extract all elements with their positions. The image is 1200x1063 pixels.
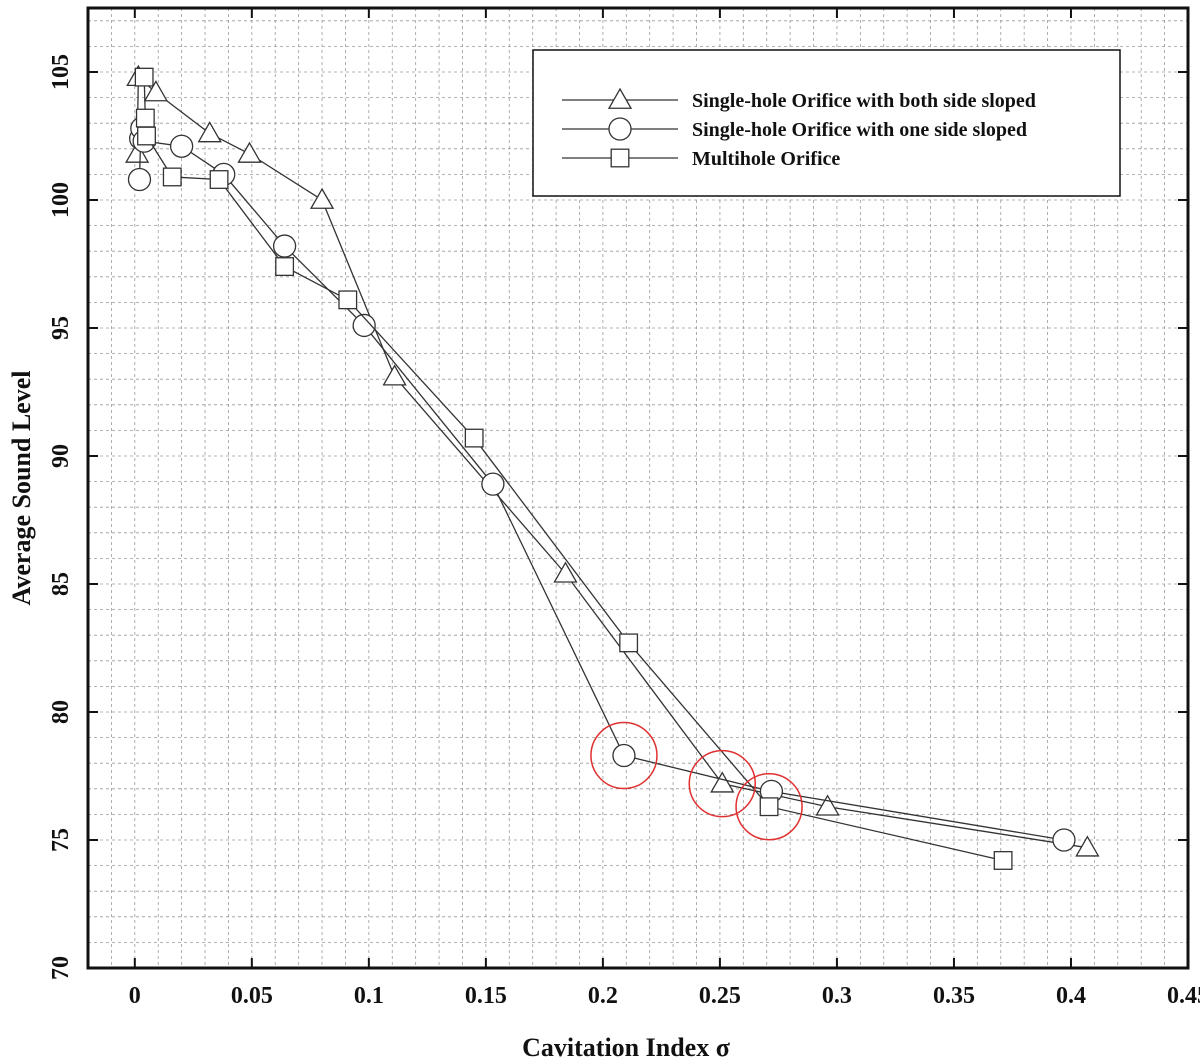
data-point-square xyxy=(162,167,182,187)
data-point-square xyxy=(759,797,779,817)
data-point-circle xyxy=(481,472,505,496)
x-tick-label: 0.25 xyxy=(699,983,741,1009)
x-tick-label: 0.2 xyxy=(588,983,618,1009)
grid xyxy=(88,8,1188,968)
highlight-circles xyxy=(590,721,803,841)
x-tick-label: 0.1 xyxy=(354,983,384,1009)
x-tick-label: 0 xyxy=(129,983,141,1009)
data-point-triangle xyxy=(553,561,578,583)
legend-marker-circle xyxy=(608,117,632,141)
y-tick-label: 100 xyxy=(48,182,74,218)
data-point-square xyxy=(209,170,229,189)
data-point-circle xyxy=(352,313,376,338)
data-point-triangle xyxy=(197,121,222,143)
y-tick-label: 75 xyxy=(48,828,74,852)
data-point-circle xyxy=(169,134,194,158)
legend-box xyxy=(532,49,1121,197)
plot-frame xyxy=(86,6,1190,970)
highlight-circle xyxy=(590,721,658,790)
data-point-triangle xyxy=(237,141,262,163)
data-point-triangle xyxy=(143,80,168,102)
data-point-triangle xyxy=(1075,835,1100,857)
series-triangle xyxy=(125,64,1100,857)
data-point-square xyxy=(275,257,295,277)
data-point-triangle xyxy=(309,187,335,209)
legend-entry: Single-hole Orifice with both side slope… xyxy=(562,87,1036,112)
legend-label: Multihole Orifice xyxy=(692,148,840,170)
data-point-triangle xyxy=(815,794,840,816)
y-tick-label: 70 xyxy=(48,956,74,980)
y-tick-label: 105 xyxy=(48,54,74,90)
data-point-square xyxy=(134,67,154,87)
data-point-square xyxy=(135,108,155,128)
x-tick-label: 0.35 xyxy=(933,983,975,1009)
data-point-circle xyxy=(612,743,636,768)
x-axis-title: Cavitation Index σ xyxy=(522,1033,730,1062)
y-tick-label: 80 xyxy=(48,700,74,724)
legend-label: Single-hole Orifice with both side slope… xyxy=(692,90,1036,112)
x-tick-label: 0.15 xyxy=(465,983,507,1009)
legend-entry: Single-hole Orifice with one side sloped xyxy=(562,117,1027,141)
highlight-circle xyxy=(735,772,803,841)
highlight-circle xyxy=(688,749,757,818)
data-point-square xyxy=(993,851,1013,870)
x-tick-label: 0.05 xyxy=(231,983,273,1009)
series-circle xyxy=(127,116,1076,852)
data-point-circle xyxy=(127,167,152,192)
data-point-triangle xyxy=(382,364,407,386)
x-tick-label: 0.3 xyxy=(822,983,852,1009)
legend-marker-square xyxy=(610,148,630,168)
data-point-circle xyxy=(1052,828,1076,852)
legend-entry: Multihole Orifice xyxy=(562,148,840,170)
y-axis-title: Average Sound Level xyxy=(7,371,36,606)
legend: Single-hole Orifice with both side slope… xyxy=(532,49,1121,197)
legend-marker-triangle xyxy=(607,87,633,109)
legend-label: Single-hole Orifice with one side sloped xyxy=(692,119,1027,141)
data-point-square xyxy=(338,290,358,310)
y-tick-label: 90 xyxy=(48,444,74,468)
data-point-square xyxy=(464,428,484,448)
data-point-circle xyxy=(272,234,297,258)
series-square xyxy=(134,67,1013,870)
axis-ticks: 0 0.05 0.1 0.15 0.2 0.25 0.3 0.35 0.4 0.45 70 75 80 8… xyxy=(48,8,1200,1009)
data-point-triangle xyxy=(710,771,735,793)
x-tick-label: 0.4 xyxy=(1056,983,1086,1009)
y-tick-label: 85 xyxy=(48,572,74,596)
data-point-square xyxy=(619,633,639,653)
x-tick-label: 0.45 xyxy=(1167,983,1200,1009)
y-tick-label: 95 xyxy=(48,316,74,340)
series-line xyxy=(138,128,1065,841)
series-group xyxy=(125,64,1100,870)
data-point-square xyxy=(137,126,156,146)
